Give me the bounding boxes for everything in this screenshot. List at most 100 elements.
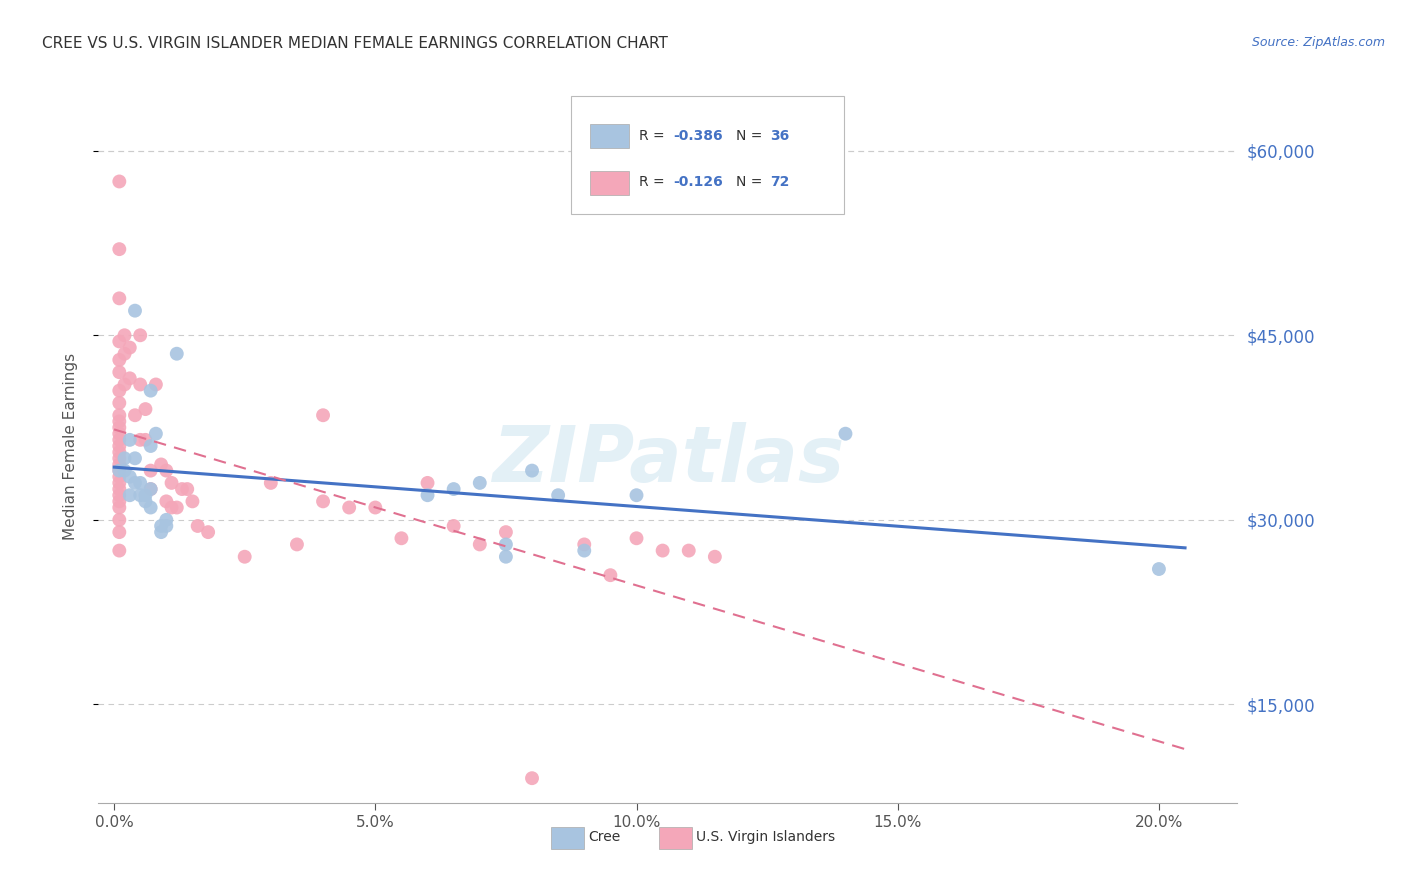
Point (233, 549, 256, 564)
FancyBboxPatch shape (591, 124, 628, 148)
Point (626, 488, 648, 502)
Point (134, 402, 156, 417)
Point (285, 537, 308, 551)
Point (176, 482, 198, 496)
Point (124, 409, 146, 423)
Point (574, 543, 596, 558)
Point (129, 328, 152, 343)
Point (416, 488, 439, 502)
Point (139, 384, 162, 398)
Point (197, 525, 219, 540)
Y-axis label: Median Female Earnings: Median Female Earnings (63, 352, 77, 540)
Text: R =: R = (640, 175, 669, 189)
Point (108, 513, 131, 527)
Point (108, 494, 131, 508)
Point (155, 513, 177, 527)
Point (181, 494, 204, 508)
Point (260, 475, 283, 490)
Point (108, 469, 131, 483)
Point (114, 451, 136, 466)
Point (416, 475, 439, 490)
Point (108, 365, 131, 379)
Point (108, 475, 131, 490)
Point (166, 347, 188, 361)
Point (495, 525, 517, 540)
Point (520, 771, 543, 785)
Text: N =: N = (737, 128, 766, 143)
Point (150, 519, 173, 533)
Point (187, 519, 209, 533)
Point (312, 409, 335, 423)
Point (118, 433, 141, 447)
Point (626, 531, 648, 545)
Point (155, 494, 177, 508)
Point (155, 464, 177, 478)
Point (108, 482, 131, 496)
Point (599, 568, 621, 582)
Point (108, 464, 131, 478)
Point (364, 500, 387, 515)
Point (139, 464, 162, 478)
Point (703, 549, 725, 564)
Point (108, 291, 131, 305)
Point (108, 426, 131, 441)
Point (108, 500, 131, 515)
Point (337, 500, 360, 515)
Point (139, 439, 162, 453)
Point (108, 334, 131, 349)
Point (495, 537, 517, 551)
Point (108, 458, 131, 472)
Point (108, 352, 131, 367)
Point (118, 371, 141, 385)
Point (166, 500, 188, 515)
Point (468, 475, 491, 490)
Point (155, 519, 177, 533)
Point (391, 531, 413, 545)
Point (651, 543, 673, 558)
Point (124, 303, 146, 318)
Text: 36: 36 (770, 128, 790, 143)
Point (124, 475, 146, 490)
Point (108, 445, 131, 459)
Point (108, 439, 131, 453)
Text: R =: R = (640, 128, 669, 143)
Point (574, 537, 596, 551)
Point (134, 433, 156, 447)
Point (160, 475, 183, 490)
FancyBboxPatch shape (551, 827, 583, 849)
Point (443, 519, 465, 533)
Point (108, 409, 131, 423)
Point (468, 537, 491, 551)
Point (134, 494, 156, 508)
Text: U.S. Virgin Islanders: U.S. Virgin Islanders (696, 830, 835, 844)
Point (834, 426, 856, 441)
FancyBboxPatch shape (591, 170, 628, 194)
Point (129, 433, 152, 447)
Point (108, 525, 131, 540)
Point (150, 525, 173, 540)
Point (145, 377, 167, 392)
Point (108, 543, 131, 558)
Point (150, 458, 173, 472)
Point (129, 475, 152, 490)
Point (114, 464, 136, 478)
Point (108, 242, 131, 256)
Point (145, 426, 167, 441)
Point (547, 488, 569, 502)
Text: CREE VS U.S. VIRGIN ISLANDER MEDIAN FEMALE EARNINGS CORRELATION CHART: CREE VS U.S. VIRGIN ISLANDER MEDIAN FEMA… (42, 36, 668, 51)
Point (108, 433, 131, 447)
Point (134, 488, 156, 502)
Point (108, 396, 131, 410)
Point (114, 347, 136, 361)
FancyBboxPatch shape (659, 827, 692, 849)
Point (678, 543, 700, 558)
Point (118, 488, 141, 502)
Point (495, 549, 517, 564)
Point (108, 464, 131, 478)
Text: Cree: Cree (588, 830, 620, 844)
Text: N =: N = (737, 175, 766, 189)
Point (170, 482, 193, 496)
Point (160, 500, 183, 515)
Point (114, 377, 136, 392)
Point (443, 482, 465, 496)
